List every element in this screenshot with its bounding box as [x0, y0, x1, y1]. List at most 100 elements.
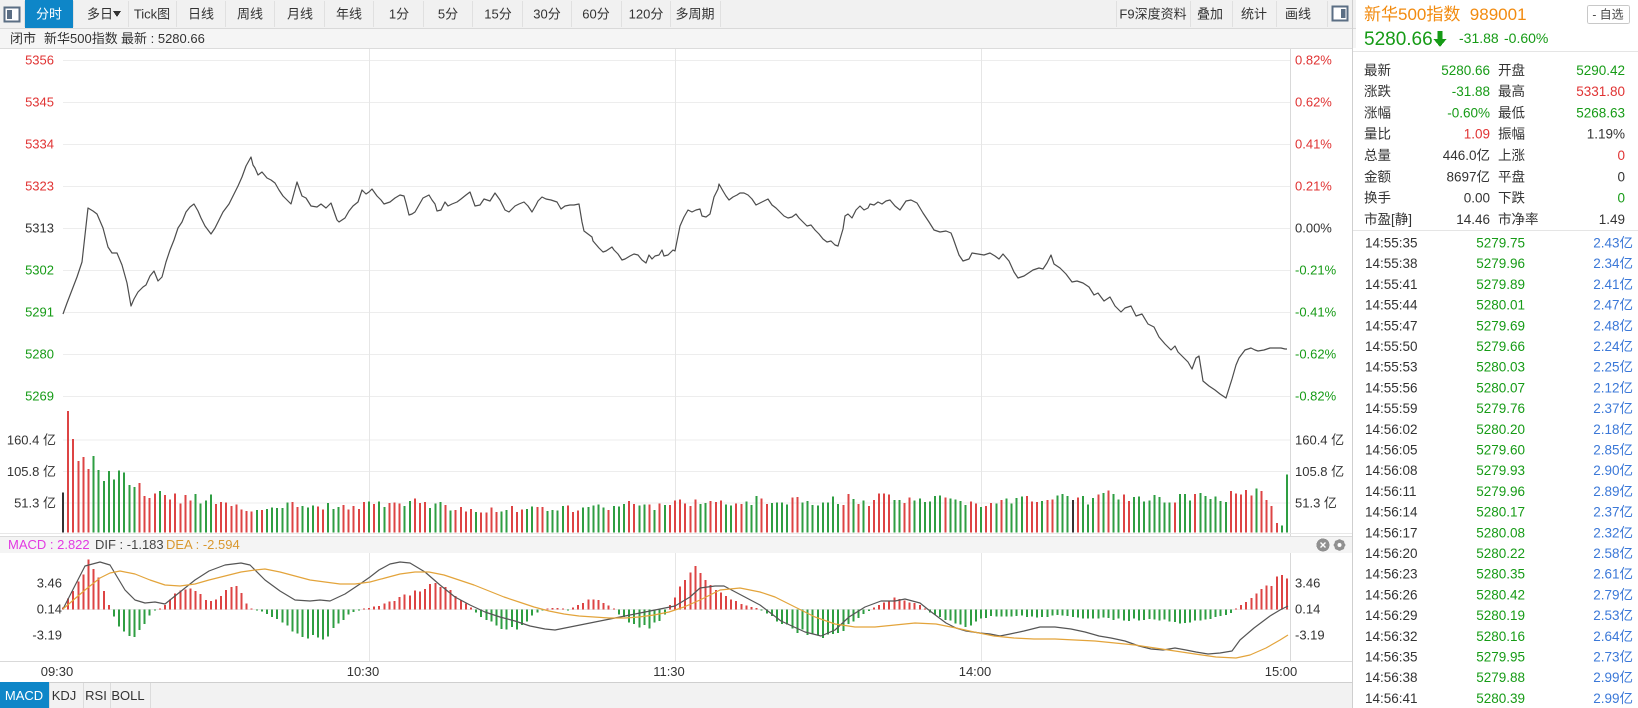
- svg-text:2.73亿: 2.73亿: [1593, 650, 1633, 665]
- svg-text:-0.82%: -0.82%: [1295, 389, 1337, 404]
- svg-text:振幅: 振幅: [1498, 127, 1525, 142]
- svg-text:2.47亿: 2.47亿: [1593, 298, 1633, 313]
- svg-text:2.79亿: 2.79亿: [1593, 587, 1633, 602]
- svg-text:14:56:11: 14:56:11: [1365, 484, 1417, 499]
- svg-text:下跌: 下跌: [1498, 191, 1526, 206]
- svg-text:-0.62%: -0.62%: [1295, 347, 1337, 362]
- svg-text:5280.66: 5280.66: [1441, 63, 1490, 78]
- svg-text:1.19%: 1.19%: [1587, 127, 1625, 142]
- svg-text:14:56:26: 14:56:26: [1365, 587, 1418, 602]
- svg-text:闭市: 闭市: [10, 31, 36, 46]
- svg-text:30分: 30分: [533, 7, 560, 22]
- svg-text:2.58亿: 2.58亿: [1593, 546, 1633, 561]
- svg-text:5279.66: 5279.66: [1476, 339, 1525, 354]
- svg-text:Tick图: Tick图: [134, 7, 170, 22]
- svg-text:2.37亿: 2.37亿: [1593, 401, 1633, 416]
- svg-text:5280.01: 5280.01: [1476, 298, 1525, 313]
- svg-text:2.85亿: 2.85亿: [1593, 443, 1633, 458]
- svg-text:-0.60%: -0.60%: [1504, 30, 1548, 46]
- svg-text:0: 0: [1617, 148, 1625, 163]
- svg-text:5280.22: 5280.22: [1476, 546, 1525, 561]
- svg-text:0.62%: 0.62%: [1295, 95, 1332, 110]
- svg-text:8697亿: 8697亿: [1446, 169, 1490, 184]
- svg-text:14:56:35: 14:56:35: [1365, 650, 1418, 665]
- svg-text:DIF : -1.183: DIF : -1.183: [95, 537, 164, 552]
- svg-text:新华500指数 989001: 新华500指数 989001: [1364, 5, 1527, 24]
- svg-text:14:56:05: 14:56:05: [1365, 443, 1418, 458]
- svg-text:-3.19: -3.19: [32, 628, 62, 643]
- svg-text:60分: 60分: [582, 7, 609, 22]
- svg-text:14:55:59: 14:55:59: [1365, 401, 1418, 416]
- svg-text:周线: 周线: [237, 7, 263, 22]
- svg-text:0.14: 0.14: [1295, 602, 1320, 617]
- svg-text:14:00: 14:00: [959, 664, 992, 679]
- svg-text:叠加: 叠加: [1197, 7, 1223, 22]
- svg-text:MACD: MACD: [5, 688, 43, 703]
- svg-text:5280.17: 5280.17: [1476, 505, 1525, 520]
- svg-text:开盘: 开盘: [1498, 62, 1525, 78]
- svg-text:14:56:38: 14:56:38: [1365, 670, 1418, 685]
- svg-text:2.61亿: 2.61亿: [1593, 567, 1633, 582]
- svg-text:-0.21%: -0.21%: [1295, 263, 1337, 278]
- svg-text:2.24亿: 2.24亿: [1593, 339, 1633, 354]
- svg-text:5334: 5334: [25, 137, 54, 152]
- svg-text:5279.93: 5279.93: [1476, 463, 1525, 478]
- svg-text:日线: 日线: [188, 7, 214, 22]
- svg-text:105.8 亿: 105.8 亿: [1295, 464, 1344, 479]
- svg-text:14:56:32: 14:56:32: [1365, 629, 1418, 644]
- svg-text:-0.60%: -0.60%: [1447, 105, 1490, 120]
- svg-text:14:55:35: 14:55:35: [1365, 236, 1418, 251]
- svg-text:量比: 量比: [1364, 127, 1391, 142]
- svg-text:160.4 亿: 160.4 亿: [7, 433, 56, 448]
- svg-text:新华500指数: 新华500指数: [44, 31, 118, 46]
- svg-text:RSI: RSI: [85, 688, 107, 703]
- svg-text:多日: 多日: [87, 7, 113, 22]
- svg-text:5323: 5323: [25, 179, 54, 194]
- svg-text:统计: 统计: [1241, 7, 1267, 22]
- svg-text:5280.07: 5280.07: [1476, 380, 1525, 395]
- svg-text:2.99亿: 2.99亿: [1593, 691, 1633, 706]
- svg-text:14:55:38: 14:55:38: [1365, 256, 1418, 271]
- svg-text:14:56:14: 14:56:14: [1365, 505, 1418, 520]
- svg-text:160.4 亿: 160.4 亿: [1295, 433, 1344, 448]
- svg-text:2.32亿: 2.32亿: [1593, 525, 1633, 540]
- svg-text:0: 0: [1617, 191, 1625, 206]
- svg-text:5279.75: 5279.75: [1476, 236, 1525, 251]
- svg-text:14:55:50: 14:55:50: [1365, 339, 1418, 354]
- svg-text:14:56:23: 14:56:23: [1365, 567, 1418, 582]
- svg-text:14:55:53: 14:55:53: [1365, 360, 1418, 375]
- svg-text:446.0亿: 446.0亿: [1443, 148, 1490, 163]
- svg-text:2.99亿: 2.99亿: [1593, 670, 1633, 685]
- svg-text:14:55:41: 14:55:41: [1365, 277, 1418, 292]
- svg-text:14:56:29: 14:56:29: [1365, 608, 1418, 623]
- svg-text:换手: 换手: [1364, 191, 1391, 206]
- svg-text:5280.42: 5280.42: [1476, 587, 1525, 602]
- svg-text:总量: 总量: [1364, 148, 1391, 163]
- svg-text:DEA : -2.594: DEA : -2.594: [166, 537, 240, 552]
- svg-text:5280.35: 5280.35: [1476, 567, 1525, 582]
- svg-text:最新 : 5280.66: 最新 : 5280.66: [121, 31, 205, 46]
- svg-text:15:00: 15:00: [1265, 664, 1298, 679]
- svg-text:月线: 月线: [287, 7, 313, 22]
- svg-text:- 自选: - 自选: [1592, 8, 1623, 22]
- svg-text:5290.42: 5290.42: [1576, 63, 1625, 78]
- svg-text:2.41亿: 2.41亿: [1593, 277, 1633, 292]
- svg-text:1.09: 1.09: [1464, 127, 1490, 142]
- svg-text:120分: 120分: [629, 7, 664, 22]
- svg-text:5331.80: 5331.80: [1576, 84, 1625, 99]
- svg-text:14:56:17: 14:56:17: [1365, 525, 1418, 540]
- svg-text:5280.20: 5280.20: [1476, 422, 1525, 437]
- svg-text:14:55:47: 14:55:47: [1365, 318, 1418, 333]
- svg-text:5291: 5291: [25, 305, 54, 320]
- svg-text:BOLL: BOLL: [111, 688, 144, 703]
- svg-text:5279.88: 5279.88: [1476, 670, 1525, 685]
- svg-text:5269: 5269: [25, 389, 54, 404]
- svg-text:金额: 金额: [1364, 169, 1392, 184]
- svg-text:1分: 1分: [389, 7, 409, 22]
- svg-text:2.37亿: 2.37亿: [1593, 505, 1633, 520]
- svg-text:5279.95: 5279.95: [1476, 650, 1525, 665]
- svg-text:-0.41%: -0.41%: [1295, 305, 1337, 320]
- svg-text:0.41%: 0.41%: [1295, 137, 1332, 152]
- svg-text:0.00: 0.00: [1464, 191, 1490, 206]
- svg-text:1.49: 1.49: [1599, 212, 1625, 227]
